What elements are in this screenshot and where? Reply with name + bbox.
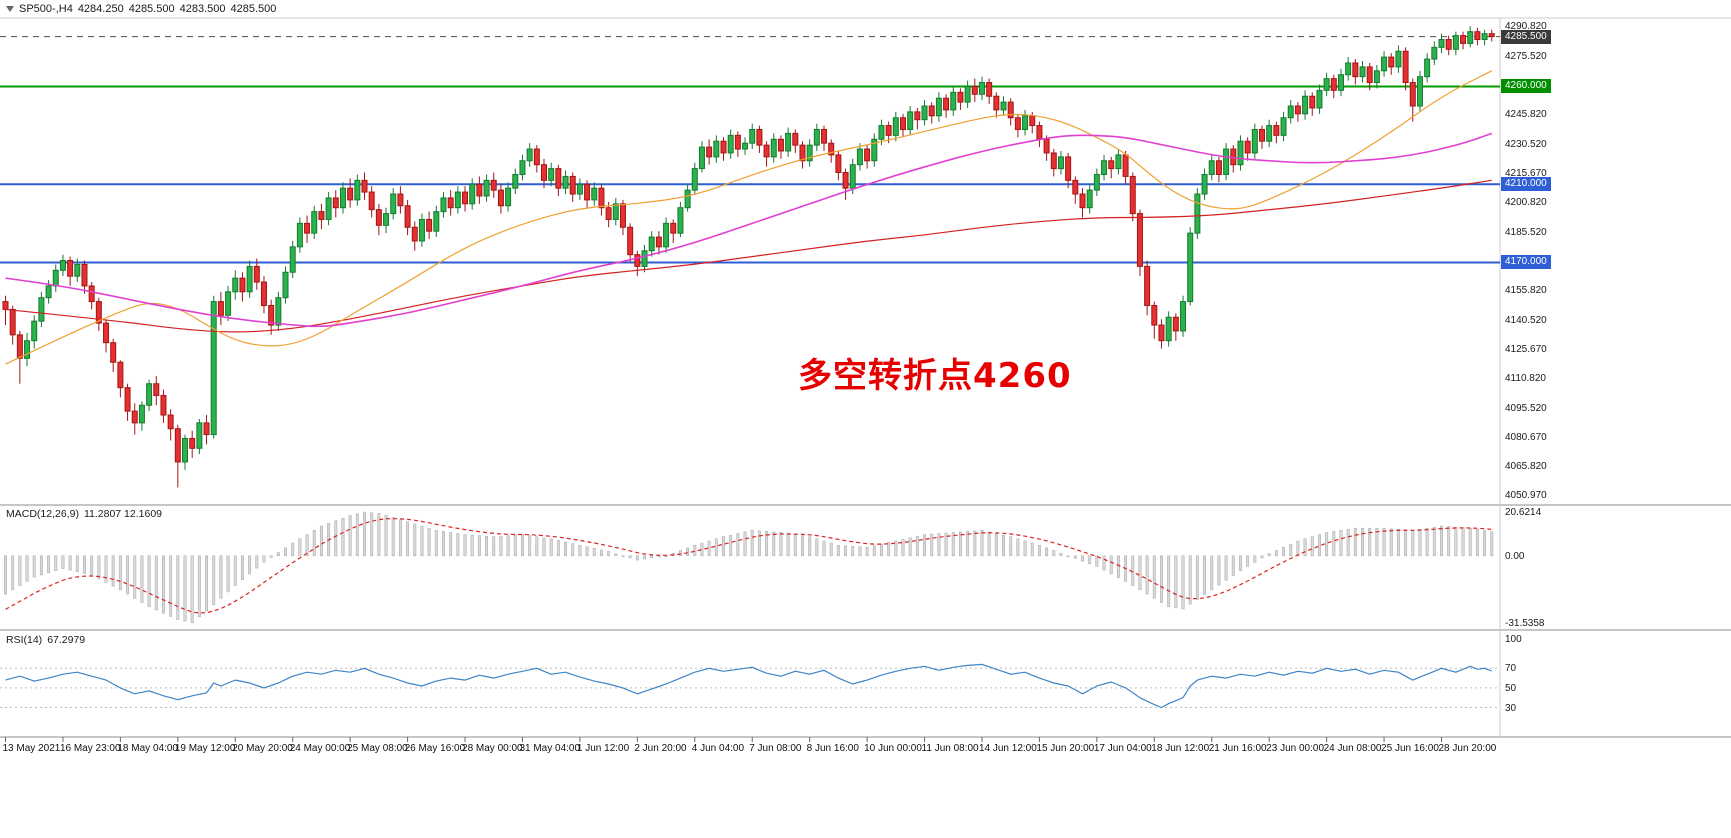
date-label: 18 Jun 12:00 [1151, 743, 1210, 754]
price-axis-label: 4050.970 [1505, 490, 1547, 502]
date-label: 4 Jun 04:00 [691, 743, 745, 754]
rsi-axis-label: 50 [1505, 682, 1517, 694]
date-label: 17 Jun 04:00 [1093, 743, 1152, 754]
macd-histogram [4, 511, 1494, 623]
date-label: 18 May 04:00 [117, 743, 178, 754]
date-label: 25 May 08:00 [347, 743, 408, 754]
ma-magenta [5, 132, 1493, 328]
price-axis-label: 4200.820 [1505, 197, 1547, 209]
macd-axis-label: 0.00 [1505, 550, 1525, 562]
macd-axis-label: 20.6214 [1505, 507, 1542, 519]
date-label: 14 Jun 12:00 [978, 743, 1037, 754]
price-axis-label: 4080.670 [1505, 432, 1547, 444]
rsi-axis-label: 70 [1505, 663, 1517, 675]
macd-values: 11.2807 12.1609 [83, 508, 163, 520]
macd-axis-label: -31.5358 [1505, 617, 1545, 629]
macd-name: MACD(12,26,9) [6, 508, 79, 520]
date-label: 28 May 00:00 [462, 743, 523, 754]
price-axis-label: 4215.670 [1505, 168, 1547, 180]
price-box-label: 4260.000 [1501, 79, 1551, 94]
ma-mid-orange [5, 70, 1493, 365]
macd-signal-line [5, 517, 1492, 614]
time-scale[interactable]: 13 May 2021 16 May 23:00 18 May 04:00 19 Ma… [0, 737, 1731, 765]
date-label: 7 Jun 08:00 [749, 743, 802, 754]
chart-marker-icon [6, 6, 14, 12]
ohlc-close: 4285.500 [230, 3, 277, 15]
price-axis-label: 4095.520 [1505, 403, 1547, 415]
symbol-period-label: SP500-,H4 [19, 3, 73, 15]
date-label: 8 Jun 16:00 [806, 743, 859, 754]
date-label: 21 Jun 16:00 [1208, 743, 1267, 754]
price-axis-label: 4185.520 [1505, 227, 1547, 239]
price-axis-label: 4140.520 [1505, 315, 1547, 327]
chart-ohlc-readout: SP500-,H4 4284.250 4285.500 4283.500 4285.50… [6, 3, 276, 15]
date-label: 16 May 23:00 [59, 743, 121, 754]
ohlc-open: 4284.250 [77, 3, 124, 15]
date-label: 25 Jun 16:00 [1381, 743, 1439, 754]
price-box-label: 4170.000 [1501, 255, 1551, 270]
date-label: 11 Jun 08:00 [921, 743, 979, 754]
date-label: 10 Jun 00:00 [864, 743, 922, 754]
ohlc-high: 4285.500 [128, 3, 175, 15]
rsi-indicator-label: RSI(14) 67.2979 [6, 634, 85, 646]
price-axis-label: 4275.520 [1505, 51, 1547, 63]
date-label: 13 May 2021 [2, 743, 61, 754]
price-axis-label: 4125.670 [1505, 344, 1547, 356]
date-label: 24 May 00:00 [289, 743, 351, 754]
price-axis-label: 4065.820 [1505, 461, 1547, 473]
rsi-values: 67.2979 [47, 634, 86, 646]
price-axis-label: 4110.820 [1505, 373, 1546, 385]
macd-indicator-label: MACD(12,26,9) 11.2807 12.1609 [6, 508, 162, 520]
date-label: 2 Jun 20:00 [634, 743, 687, 754]
rsi-name: RSI(14) [6, 634, 43, 646]
ohlc-low: 4283.500 [179, 3, 226, 15]
price-scale[interactable]: 4290.820 4275.520 4245.820 4230.520 4215.670… [1500, 0, 1731, 838]
price-axis-label: 4155.820 [1505, 285, 1547, 297]
rsi-axis-label: 100 [1505, 633, 1522, 645]
rsi-axis-label: 30 [1505, 702, 1517, 714]
price-axis-label: 4290.820 [1505, 21, 1547, 33]
date-label: 31 May 04:00 [519, 743, 581, 754]
date-label: 1 Jun 12:00 [576, 743, 630, 754]
price-axis-label: 4245.820 [1505, 109, 1547, 121]
date-label: 23 Jun 00:00 [1266, 743, 1324, 754]
date-label: 15 Jun 20:00 [1036, 743, 1095, 754]
price-box-label: 4210.000 [1501, 177, 1551, 192]
date-label: 20 May 20:00 [232, 743, 293, 754]
annotation-text: 多空转折点4260 [798, 356, 1072, 396]
candles-group [2, 26, 1495, 488]
date-label: 26 May 16:00 [404, 743, 466, 754]
price-box-label: 4285.500 [1501, 29, 1551, 44]
date-label: 24 Jun 08:00 [1323, 743, 1382, 754]
ma-slow-red [5, 179, 1492, 333]
price-axis-label: 4230.520 [1505, 139, 1547, 151]
date-label: 19 May 12:00 [174, 743, 236, 754]
date-label: 28 Jun 20:00 [1438, 743, 1497, 754]
rsi-line [5, 663, 1492, 709]
